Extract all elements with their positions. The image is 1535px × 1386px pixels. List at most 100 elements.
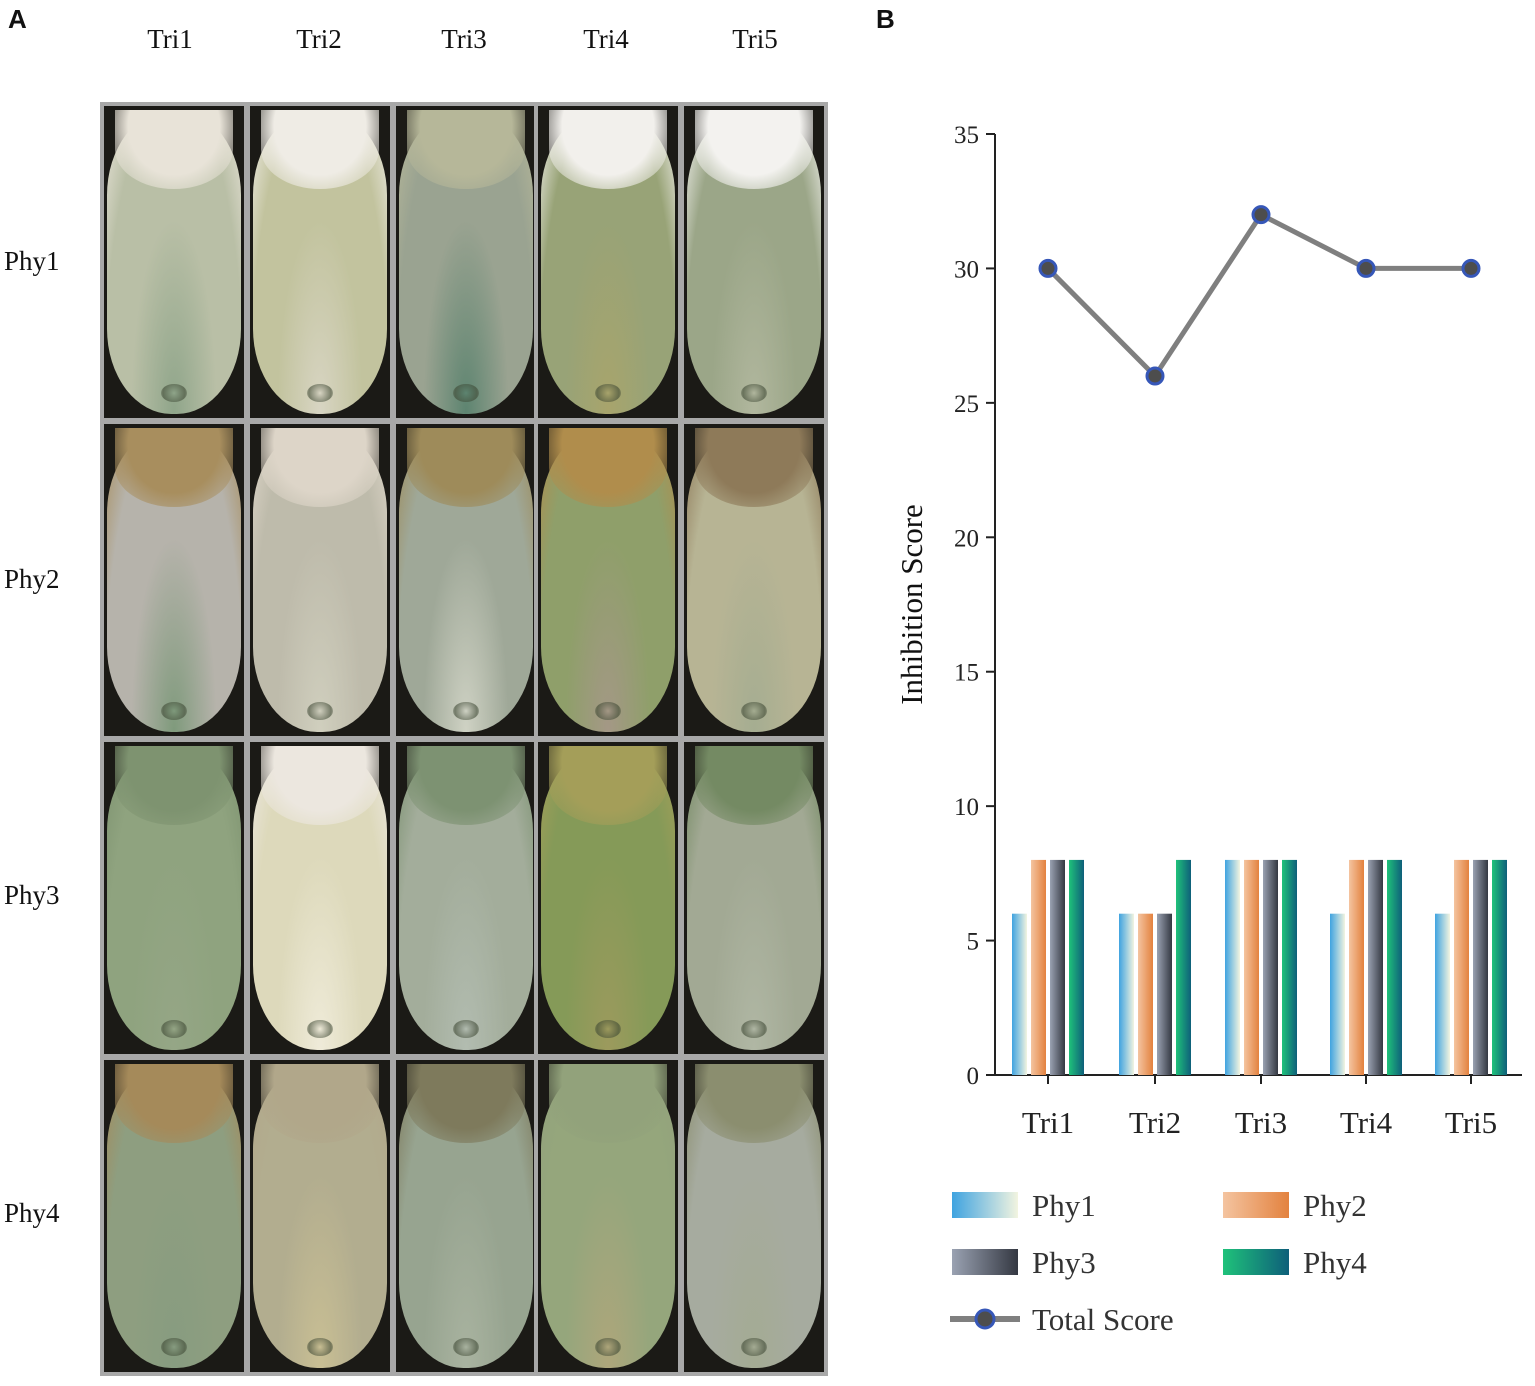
culture-medium	[107, 746, 241, 1050]
petri-plate-phy3-tri2	[246, 738, 394, 1058]
trichoderma-inoculum	[452, 1019, 480, 1038]
phytopathogen-colony	[261, 428, 379, 508]
phytopathogen-colony	[261, 1064, 379, 1144]
trichoderma-inoculum	[306, 701, 334, 720]
culture-medium	[687, 1064, 821, 1368]
bar-phy3-tri4	[1368, 859, 1383, 1075]
petri-plate-phy1-tri5	[680, 102, 828, 422]
phytopathogen-colony	[695, 746, 813, 826]
phytopathogen-colony	[549, 110, 667, 190]
trichoderma-inoculum	[160, 383, 188, 402]
culture-medium	[541, 746, 675, 1050]
petri-plate-phy3-tri1	[100, 738, 248, 1058]
bar-phy3-tri3	[1263, 859, 1278, 1075]
phytopathogen-colony	[115, 428, 233, 508]
y-tick-label: 35	[954, 122, 979, 149]
y-tick-label: 10	[954, 794, 979, 821]
trichoderma-inoculum	[740, 1337, 768, 1356]
culture-medium	[399, 428, 533, 732]
trichoderma-inoculum	[160, 1019, 188, 1038]
phytopathogen-colony	[549, 428, 667, 508]
row-label-phy2: Phy2	[4, 564, 60, 594]
total-score-point-tri1	[1038, 258, 1058, 278]
x-tick-label-tri3: Tri3	[1235, 1105, 1287, 1140]
y-tick-label: 0	[967, 1063, 980, 1090]
trichoderma-inoculum	[594, 383, 622, 402]
petri-plate-phy2-tri3	[392, 420, 540, 740]
panel-b-label: B	[876, 4, 895, 34]
bar-phy1-tri4	[1330, 913, 1345, 1075]
y-tick-label: 30	[954, 256, 979, 283]
petri-plate-phy1-tri3	[392, 102, 540, 422]
bar-phy2-tri4	[1349, 859, 1364, 1075]
culture-medium	[541, 1064, 675, 1368]
trichoderma-inoculum	[594, 701, 622, 720]
petri-plate-phy2-tri4	[534, 420, 682, 740]
phytopathogen-colony	[407, 1064, 525, 1144]
phytopathogen-colony	[549, 746, 667, 826]
culture-medium	[399, 746, 533, 1050]
x-tick-label-tri1: Tri1	[1022, 1105, 1074, 1140]
bar-phy1-tri1	[1012, 913, 1027, 1075]
trichoderma-inoculum	[594, 1019, 622, 1038]
chart-legend: Phy1 Phy2 Phy3 Phy4 Total Score	[950, 1188, 1367, 1337]
trichoderma-inoculum	[452, 1337, 480, 1356]
row-label-phy1: Phy1	[4, 246, 60, 276]
petri-plate-phy4-tri5	[680, 1056, 828, 1376]
culture-medium	[107, 110, 241, 414]
total-score-point-tri5	[1461, 258, 1481, 278]
culture-medium	[107, 1064, 241, 1368]
trichoderma-inoculum	[740, 383, 768, 402]
phytopathogen-colony	[115, 110, 233, 190]
culture-medium	[687, 746, 821, 1050]
y-tick-label: 25	[954, 391, 979, 418]
bar-phy1-tri2	[1119, 913, 1134, 1075]
trichoderma-inoculum	[452, 701, 480, 720]
petri-plate-phy2-tri1	[100, 420, 248, 740]
culture-medium	[253, 428, 387, 732]
trichoderma-inoculum	[306, 1337, 334, 1356]
culture-medium	[399, 1064, 533, 1368]
trichoderma-inoculum	[452, 383, 480, 402]
legend-label-phy2: Phy2	[1303, 1188, 1367, 1223]
culture-medium	[541, 110, 675, 414]
petri-plate-phy1-tri2	[246, 102, 394, 422]
bar-phy3-tri1	[1050, 859, 1065, 1075]
phytopathogen-colony	[115, 746, 233, 826]
culture-medium	[253, 746, 387, 1050]
bar-phy4-tri5	[1492, 859, 1507, 1075]
x-tick-label-tri4: Tri4	[1340, 1105, 1393, 1140]
bar-phy1-tri3	[1225, 859, 1240, 1075]
legend-swatch-phy3	[952, 1249, 1018, 1275]
bar-phy4-tri2	[1176, 859, 1191, 1075]
column-label-tri1: Tri1	[147, 24, 193, 54]
trichoderma-inoculum	[306, 1019, 334, 1038]
bar-phy3-tri5	[1473, 859, 1488, 1075]
total-score-line	[1038, 205, 1481, 386]
phytopathogen-colony	[261, 746, 379, 826]
column-label-tri4: Tri4	[583, 24, 629, 54]
legend-label-phy3: Phy3	[1032, 1245, 1096, 1280]
culture-medium	[253, 1064, 387, 1368]
bar-phy3-tri2	[1157, 913, 1172, 1075]
petri-plate-phy4-tri3	[392, 1056, 540, 1376]
panel-a-label: A	[8, 4, 27, 34]
bar-phy4-tri1	[1069, 859, 1084, 1075]
petri-plate-phy2-tri2	[246, 420, 394, 740]
culture-medium	[687, 110, 821, 414]
column-label-tri5: Tri5	[732, 24, 778, 54]
phytopathogen-colony	[407, 110, 525, 190]
y-tick-label: 15	[954, 660, 979, 687]
total-score-point-tri2	[1145, 366, 1165, 386]
column-label-tri2: Tri2	[296, 24, 342, 54]
petri-plate-photo-grid	[96, 98, 834, 1380]
culture-medium	[107, 428, 241, 732]
column-label-tri3: Tri3	[441, 24, 487, 54]
trichoderma-inoculum	[594, 1337, 622, 1356]
bar-phy1-tri5	[1435, 913, 1450, 1075]
trichoderma-inoculum	[306, 383, 334, 402]
culture-medium	[399, 110, 533, 414]
legend-label-phy4: Phy4	[1303, 1245, 1367, 1280]
trichoderma-inoculum	[160, 1337, 188, 1356]
